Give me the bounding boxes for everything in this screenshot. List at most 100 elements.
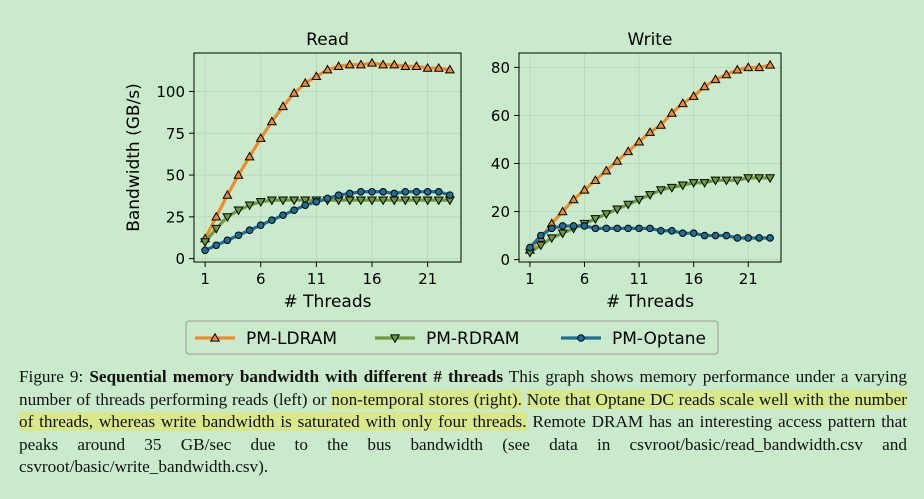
data-point-pm-optane — [766, 234, 774, 242]
data-point-pm-ldram — [612, 155, 623, 165]
data-point-pm-optane — [212, 241, 221, 250]
data-point-pm-optane — [580, 222, 589, 230]
x-tick-label: 16 — [684, 270, 703, 288]
legend-box — [185, 320, 719, 355]
data-point-pm-optane — [744, 234, 753, 242]
y-tick-label: 50 — [166, 167, 185, 185]
legend-marker-pm-rdram — [389, 334, 401, 344]
data-point-pm-ldram — [266, 116, 277, 126]
data-point-pm-rdram — [411, 196, 422, 206]
data-point-pm-rdram — [200, 238, 211, 248]
data-point-pm-optane — [290, 206, 298, 214]
data-point-pm-ldram — [634, 136, 645, 146]
x-tick-label: 11 — [630, 270, 649, 288]
data-point-pm-ldram — [732, 64, 743, 74]
data-point-pm-ldram — [568, 194, 579, 204]
data-point-pm-optane — [412, 187, 421, 196]
data-point-pm-optane — [646, 224, 654, 233]
data-point-pm-ldram — [211, 211, 222, 221]
data-point-pm-optane — [423, 187, 432, 196]
data-point-pm-optane — [334, 191, 343, 199]
data-point-pm-optane — [256, 221, 265, 230]
x-axis-label: # Threads — [284, 292, 372, 312]
data-point-pm-rdram — [765, 174, 776, 184]
data-point-pm-ldram — [666, 107, 677, 117]
data-point-pm-rdram — [634, 195, 645, 205]
data-point-pm-rdram — [366, 196, 378, 206]
x-tick-label: 1 — [525, 270, 535, 288]
data-point-pm-ldram — [601, 165, 612, 175]
data-point-pm-optane — [624, 224, 632, 233]
data-point-pm-optane — [635, 224, 643, 233]
data-point-pm-rdram — [688, 179, 699, 188]
data-point-pm-ldram — [644, 127, 656, 136]
data-point-pm-rdram — [557, 229, 568, 239]
data-point-pm-ldram — [754, 62, 765, 72]
data-point-pm-optane — [537, 231, 545, 240]
data-point-pm-optane — [268, 216, 276, 224]
data-point-pm-optane — [401, 187, 410, 196]
y-tick-label: 0 — [175, 250, 185, 268]
data-point-pm-optane — [234, 231, 243, 240]
data-point-pm-rdram — [677, 181, 688, 191]
data-point-pm-ldram — [710, 74, 721, 84]
y-tick-label: 25 — [166, 208, 185, 226]
data-point-pm-ldram — [389, 59, 400, 69]
legend-marker-pm-ldram — [209, 332, 221, 342]
data-point-pm-optane — [434, 187, 443, 196]
data-point-pm-optane — [700, 231, 709, 240]
data-point-pm-ldram — [655, 119, 666, 129]
data-point-pm-rdram — [732, 176, 743, 186]
data-point-pm-ldram — [233, 169, 244, 179]
plot-area — [194, 53, 461, 262]
data-point-pm-ldram — [289, 87, 300, 97]
plot-frame — [518, 52, 782, 263]
data-point-pm-optane — [547, 224, 556, 233]
data-point-pm-ldram — [590, 175, 601, 184]
data-point-pm-optane — [591, 224, 600, 233]
legend: PM-LDRAM PM-RDRAM PM-Optane — [185, 320, 719, 355]
data-point-pm-optane — [526, 243, 534, 252]
data-point-pm-optane — [602, 224, 611, 233]
data-point-pm-optane — [558, 222, 567, 230]
data-point-pm-ldram — [677, 98, 688, 108]
y-tick-label: 75 — [166, 125, 185, 143]
data-point-pm-optane — [390, 189, 399, 198]
data-point-pm-optane — [245, 226, 254, 235]
data-point-pm-optane — [722, 231, 731, 240]
x-tick-label: 16 — [362, 270, 381, 288]
data-point-pm-ldram — [444, 64, 455, 74]
data-point-pm-ldram — [255, 133, 266, 142]
data-point-pm-rdram — [255, 198, 266, 208]
data-point-pm-ldram — [579, 184, 590, 194]
data-point-pm-ldram — [557, 206, 568, 216]
data-point-pm-ldram — [344, 59, 355, 69]
data-point-pm-optane — [379, 187, 387, 196]
data-point-pm-ldram — [400, 61, 411, 71]
data-point-pm-rdram — [644, 191, 656, 200]
data-point-pm-optane — [668, 226, 676, 235]
data-point-pm-rdram — [721, 176, 732, 186]
panel-title: Write — [628, 30, 673, 50]
data-point-pm-rdram — [378, 196, 389, 206]
data-point-pm-rdram — [355, 196, 366, 206]
data-point-pm-optane — [301, 201, 310, 209]
data-point-pm-rdram — [535, 241, 546, 251]
data-point-pm-rdram — [422, 196, 433, 206]
data-point-pm-ldram — [333, 61, 344, 71]
data-point-pm-optane — [368, 187, 376, 196]
y-tick-label: 100 — [156, 83, 185, 101]
data-point-pm-optane — [755, 234, 763, 242]
data-point-pm-rdram — [211, 224, 222, 234]
data-point-pm-rdram — [300, 196, 311, 206]
data-point-pm-ldram — [277, 101, 289, 111]
data-point-pm-rdram — [433, 196, 444, 206]
legend-label-pm-optane: PM-Optane — [612, 329, 706, 349]
y-tick-label: 40 — [491, 155, 510, 173]
data-point-pm-rdram — [699, 179, 710, 188]
x-tick-label: 11 — [307, 270, 326, 288]
caption-highlight-1: non-temporal stores (right). — [331, 389, 522, 409]
data-point-pm-ldram — [366, 57, 378, 67]
